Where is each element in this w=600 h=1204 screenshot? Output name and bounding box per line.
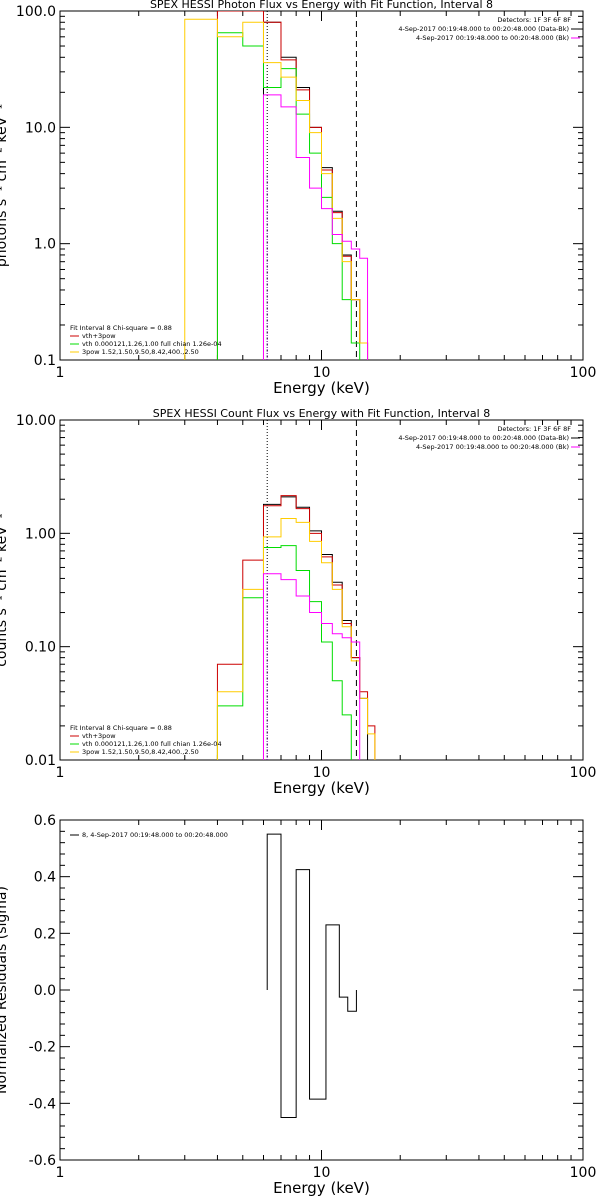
- x-tick-label: 100: [570, 765, 597, 781]
- legend-detectors: Detectors: 1F 3F 6F 8F: [497, 16, 571, 24]
- x-tick-label: 1: [56, 1165, 65, 1181]
- y-tick-label: 100.0: [16, 4, 56, 20]
- legend-left-entry: 3pow 1.52,1.50,9.50,8.42,400.,2.50: [82, 748, 199, 756]
- plot-frame: [59, 819, 584, 1161]
- series-group: [184, 11, 369, 360]
- y-tick-label: 10.0: [25, 120, 56, 136]
- y-axis-label: Normalized Residuals (sigma): [0, 886, 10, 1094]
- legend-fit-header: Fit Interval 8 Chi-square = 0.88: [70, 724, 172, 732]
- y-tick-label: -0.2: [29, 1040, 56, 1056]
- y-axis-label: counts s⁻¹ cm⁻² keV⁻¹: [0, 513, 10, 667]
- x-tick-label: 1: [56, 765, 65, 781]
- legend-right-entry: 4-Sep-2017 00:19:48.000 to 00:20:48.000 …: [416, 34, 569, 42]
- series-background: [262, 94, 369, 360]
- x-tick-label: 100: [570, 1165, 597, 1181]
- y-tick-label: -0.4: [29, 1096, 56, 1112]
- y-tick-label: 0.6: [34, 813, 56, 829]
- x-axis-label: Energy (keV): [273, 779, 370, 797]
- chart-title: SPEX HESSI Count Flux vs Energy with Fit…: [153, 407, 490, 420]
- chart-title: SPEX HESSI Photon Flux vs Energy with Fi…: [150, 0, 493, 11]
- legend-left-entry: 3pow 1.52,1.50,9.50,8.42,400.,2.50: [82, 348, 199, 356]
- series-group: [216, 495, 376, 760]
- legend-right-entry: 4-Sep-2017 00:19:48.000 to 00:20:48.000 …: [398, 434, 569, 442]
- series-data: [262, 496, 369, 760]
- y-tick-label: 1.0: [34, 237, 56, 253]
- x-tick-label: 10: [313, 1165, 331, 1181]
- legend-left-entry: 8, 4-Sep-2017 00:19:48.000 to 00:20:48.0…: [82, 831, 228, 839]
- y-tick-label: 0.1: [34, 353, 56, 369]
- plot-frame: [59, 419, 584, 761]
- y-tick-label: 10.00: [16, 413, 56, 429]
- y-tick-label: 0.10: [25, 640, 56, 656]
- legend-detectors: Detectors: 1F 3F 6F 8F: [497, 425, 571, 433]
- legend-fit-header: Fit Interval 8 Chi-square = 0.88: [70, 324, 172, 332]
- x-axis-label: Energy (keV): [273, 379, 370, 397]
- panel-1: SPEX HESSI Photon Flux vs Energy with Fi…: [0, 0, 596, 397]
- x-tick-label: 1: [56, 365, 65, 381]
- series-background: [262, 573, 361, 760]
- y-tick-label: 0.2: [34, 926, 56, 942]
- x-tick-label: 10: [313, 765, 331, 781]
- series-vth: [216, 32, 361, 360]
- series-data: [262, 21, 369, 360]
- panel-3: 1 10 100 Energy (keV) -0.6 -0.4 -0.2 0.0 0.2 0.4 0…: [0, 813, 596, 1197]
- y-tick-label: 0.4: [34, 870, 56, 886]
- x-tick-label: 10: [313, 365, 331, 381]
- y-tick-label: 1.00: [25, 526, 56, 542]
- legend-right-entry: 4-Sep-2017 00:19:48.000 to 00:20:48.000 …: [398, 25, 569, 33]
- x-axis-label: Energy (keV): [273, 1179, 370, 1197]
- x-tick-label: 100: [570, 365, 597, 381]
- panel-2: SPEX HESSI Count Flux vs Energy with Fit…: [0, 407, 596, 797]
- y-tick-label: -0.6: [29, 1153, 56, 1169]
- legend-left-entry: vth 0.000121,1.26,1.00 full chian 1.26e-…: [82, 340, 222, 348]
- legend-left-entry: vth+3pow: [82, 732, 116, 740]
- series-group: [266, 833, 357, 1118]
- y-tick-label: 0.01: [25, 753, 56, 769]
- series-data: [266, 833, 357, 1118]
- y-tick-label: 0.0: [34, 983, 56, 999]
- series-vth: [216, 545, 352, 760]
- legend-left-entry: vth 0.000121,1.26,1.00 full chian 1.26e-…: [82, 740, 222, 748]
- y-axis-label: photons s⁻¹ cm⁻² keV⁻¹: [0, 104, 10, 267]
- legend-right-entry: 4-Sep-2017 00:19:48.000 to 00:20:48.000 …: [416, 443, 569, 451]
- legend-left-entry: vth+3pow: [82, 332, 116, 340]
- series-vth-plus-3pow: [216, 11, 369, 360]
- series-3pow: [184, 18, 369, 360]
